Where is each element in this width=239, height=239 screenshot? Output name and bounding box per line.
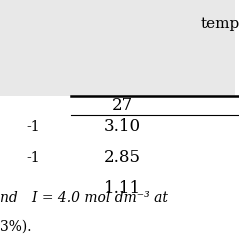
Text: nd    I = 4.0 mol dm⁻³ at: nd I = 4.0 mol dm⁻³ at [0, 191, 168, 205]
Text: 27: 27 [112, 97, 133, 114]
FancyBboxPatch shape [0, 0, 235, 96]
Text: 2.85: 2.85 [104, 149, 141, 166]
Text: -1: -1 [26, 151, 39, 165]
Text: 3%).: 3%). [0, 220, 32, 234]
Text: -1: -1 [26, 120, 39, 134]
Text: temp: temp [201, 17, 239, 31]
Text: 3.10: 3.10 [104, 118, 141, 135]
Text: 1.11: 1.11 [104, 180, 141, 197]
